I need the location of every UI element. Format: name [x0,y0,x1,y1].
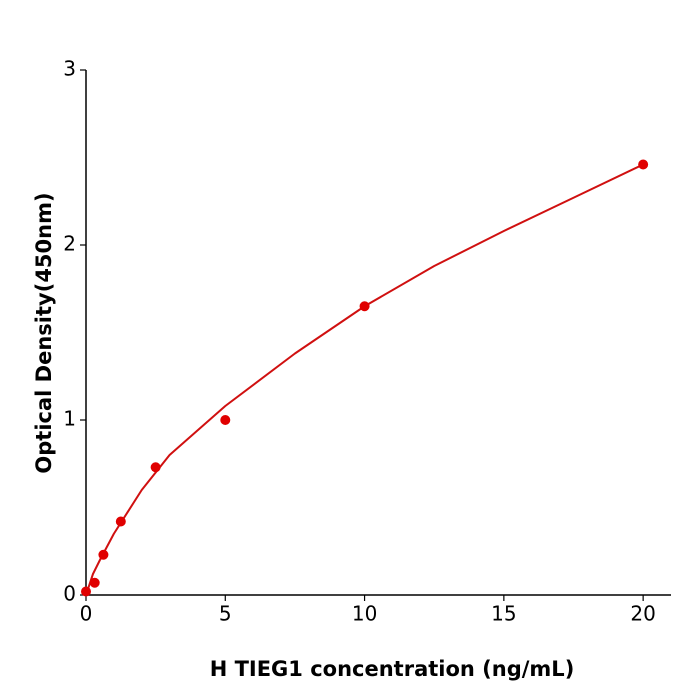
data-point [150,462,161,473]
x-tick-label: 20 [630,602,655,626]
data-point [638,159,649,170]
x-tick-label: 0 [80,602,93,626]
y-tick-label: 0 [63,582,76,606]
data-point [115,516,126,527]
fit-curve [85,163,644,596]
y-tick-label: 3 [63,57,76,81]
data-point [89,577,100,588]
data-point [98,549,109,560]
y-axis-title: Optical Density(450nm) [32,192,56,473]
y-tick-label: 2 [63,232,76,256]
x-tick-label: 15 [491,602,516,626]
x-tick-label: 5 [219,602,232,626]
x-axis-title: H TIEG1 concentration (ng/mL) [210,657,575,681]
y-tick-label: 1 [63,407,76,431]
data-point [81,586,91,597]
data-point [220,415,231,425]
data-point [359,301,370,312]
x-tick-label: 10 [352,602,377,626]
